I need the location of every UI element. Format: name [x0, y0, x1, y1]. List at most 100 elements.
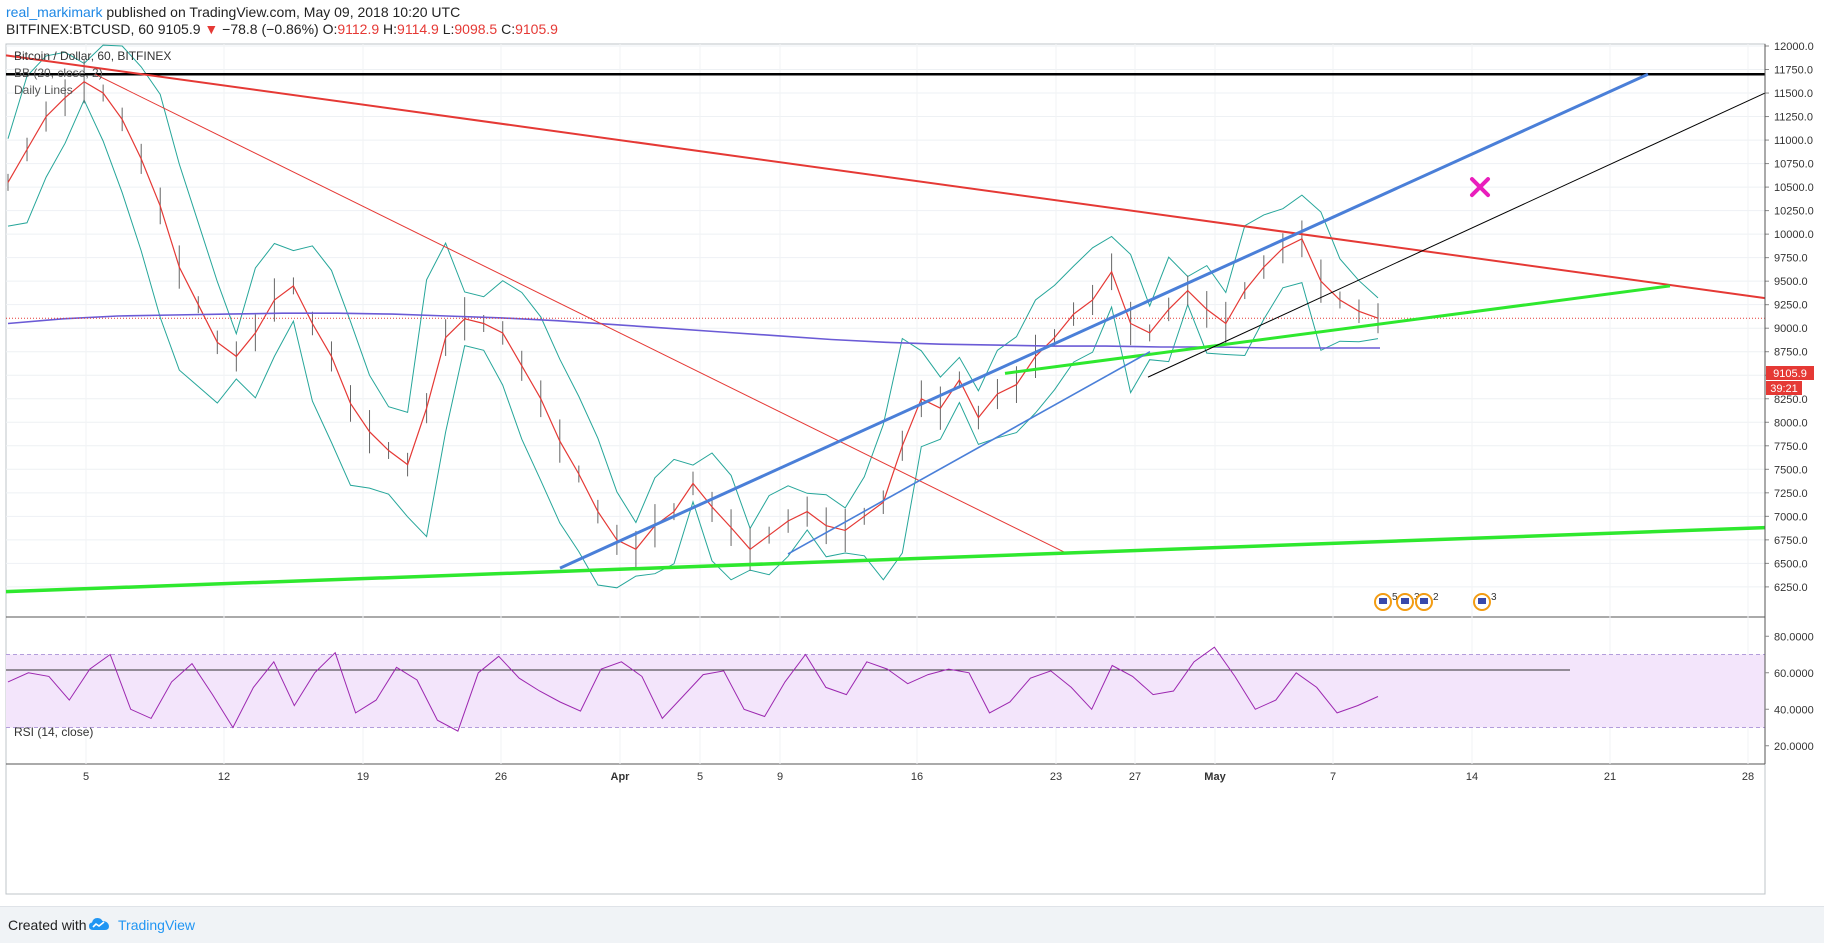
- ascending-channel-upper: [559, 72, 1649, 570]
- time-tick-label: 5: [697, 771, 703, 783]
- time-tick-label: 5: [83, 771, 89, 783]
- price-badge-text: 9105.9: [1773, 368, 1807, 380]
- price-tick-label: 8250.0: [1774, 394, 1808, 406]
- descending-resistance-line: [5, 54, 1766, 300]
- price-tick-label: 10750.0: [1774, 159, 1814, 171]
- legend-daily-lines: Daily Lines: [14, 83, 73, 97]
- price-tick-label: 12000.0: [1774, 42, 1814, 53]
- price-tick-label: 9500.0: [1774, 276, 1808, 288]
- long-support-line: [5, 525, 1766, 594]
- price-tick-label: 6250.0: [1774, 582, 1808, 594]
- chart-area[interactable]: 12000.0 11750.0 11500.0 11250.0 11000.0 10750…: [0, 41, 1824, 911]
- price-tick-label: 10250.0: [1774, 206, 1814, 218]
- low-label: L:: [442, 21, 455, 37]
- event-count: 5: [1392, 592, 1398, 603]
- close-value: 9105.9: [515, 21, 558, 37]
- daily-ma-line: [7, 312, 1380, 349]
- price-tick-label: 10500.0: [1774, 182, 1814, 194]
- time-tick-label: 9: [777, 771, 783, 783]
- price-tick-label: 7000.0: [1774, 511, 1808, 523]
- flag-canton: [1379, 598, 1387, 604]
- price-badge-bg: [1766, 366, 1814, 380]
- thin-ascending-line: [1147, 92, 1766, 378]
- price-line: [7, 80, 1379, 551]
- time-tick-label: Apr: [611, 771, 631, 783]
- rsi-band: [6, 654, 1765, 728]
- tradingview-cloud-icon[interactable]: [88, 916, 110, 932]
- price-tick-label: 7250.0: [1774, 488, 1808, 500]
- rsi-pane: [6, 654, 1765, 728]
- change-value: −78.8 (−0.86%): [222, 21, 319, 37]
- rsi-tick-label: 80.0000: [1774, 631, 1814, 643]
- short-support-line: [1004, 284, 1671, 375]
- price-tick-label: 7500.0: [1774, 464, 1808, 476]
- publish-info: real_markimark published on TradingView.…: [6, 4, 460, 20]
- price-tick-label: 11250.0: [1774, 112, 1813, 124]
- created-with-text: Created with: [8, 917, 87, 933]
- time-tick-label: 14: [1466, 771, 1478, 783]
- countdown-badge-text: 39:21: [1770, 383, 1798, 395]
- time-tick-label: 16: [911, 771, 923, 783]
- time-axis[interactable]: 5 12 19 26 Apr 5 9 16 23 27 May 7 14 21 28: [83, 771, 1754, 783]
- rsi-line: [7, 646, 1379, 732]
- price-tick-label: 10000.0: [1774, 229, 1814, 241]
- time-tick-label: 28: [1742, 771, 1754, 783]
- price-tick-label: 8000.0: [1774, 417, 1808, 429]
- high-value: 9114.9: [397, 21, 439, 37]
- countdown-badge: 39:21: [1766, 381, 1802, 395]
- chart-header: real_markimark published on TradingView.…: [0, 0, 1824, 42]
- trend-drawings: [5, 54, 1766, 594]
- chart-svg[interactable]: 12000.0 11750.0 11500.0 11250.0 11000.0 10750…: [0, 41, 1824, 906]
- open-value: 9112.9: [337, 21, 380, 37]
- low-value: 9098.5: [454, 21, 498, 37]
- legend-title: Bitcoin / Dollar, 60, BITFINEX: [14, 49, 171, 63]
- event-count: 3: [1491, 592, 1497, 603]
- time-tick-label: 26: [495, 771, 507, 783]
- time-tick-label: May: [1204, 771, 1226, 783]
- rsi-label: RSI (14, close): [14, 725, 93, 739]
- event-flags[interactable]: 53423: [1374, 592, 1497, 611]
- symbol-name: BITFINEX:BTCUSD, 60: [6, 21, 154, 37]
- time-tick-label: 23: [1050, 771, 1062, 783]
- down-arrow-icon: ▼: [204, 21, 219, 37]
- price-tick-label: 11750.0: [1774, 65, 1813, 77]
- symbol-info: BITFINEX:BTCUSD, 60 9105.9 ▼ −78.8 (−0.8…: [6, 21, 558, 37]
- magenta-x-marker: [1470, 177, 1490, 198]
- event-count: 2: [1433, 592, 1439, 603]
- price-tick-label: 9000.0: [1774, 323, 1808, 335]
- countdown-badge-bg: [1766, 381, 1802, 395]
- price-tick-label: 9750.0: [1774, 253, 1808, 265]
- rsi-tick-label: 40.0000: [1774, 704, 1814, 716]
- close-label: C:: [501, 21, 516, 37]
- price-badge: 9105.9: [1766, 366, 1814, 380]
- price-tick-label: 6750.0: [1774, 535, 1808, 547]
- event-flag[interactable]: 5: [1374, 592, 1398, 611]
- time-tick-label: 19: [357, 771, 369, 783]
- event-flag[interactable]: 3: [1473, 592, 1497, 611]
- steep-descending-line: [94, 73, 1069, 555]
- open-label: O:: [322, 21, 338, 37]
- price-tick-label: 8750.0: [1774, 347, 1808, 359]
- author-link[interactable]: real_markimark: [6, 4, 103, 20]
- rsi-tick-label: 60.0000: [1774, 668, 1814, 680]
- time-tick-label: 21: [1604, 771, 1616, 783]
- price-tick-label: 6500.0: [1774, 558, 1808, 570]
- price-tick-label: 9250.0: [1774, 300, 1808, 312]
- last-price: 9105.9: [157, 21, 201, 37]
- flag-canton: [1401, 598, 1409, 604]
- high-label: H:: [383, 21, 398, 37]
- price-axis[interactable]: 12000.0 11750.0 11500.0 11250.0 11000.0 10750…: [1764, 41, 1814, 764]
- price-tick-label: 7750.0: [1774, 441, 1808, 453]
- flag-canton: [1420, 598, 1428, 604]
- rsi-tick-label: 20.0000: [1774, 741, 1814, 753]
- legend-bb: BB (20, close, 2): [14, 66, 103, 80]
- rsi-axis[interactable]: 80.0000 60.0000 40.0000 20.0000: [1765, 631, 1814, 753]
- price-plots: [6, 44, 1765, 732]
- price-tick-label: 11500.0: [1774, 88, 1813, 100]
- tradingview-link[interactable]: TradingView: [118, 917, 196, 933]
- time-tick-label: 7: [1330, 771, 1336, 783]
- publish-text: published on TradingView.com, May 09, 20…: [106, 4, 461, 20]
- footer-bar: Created with TradingView: [0, 906, 1824, 943]
- time-tick-label: 12: [218, 771, 230, 783]
- event-flag[interactable]: 2: [1415, 592, 1439, 611]
